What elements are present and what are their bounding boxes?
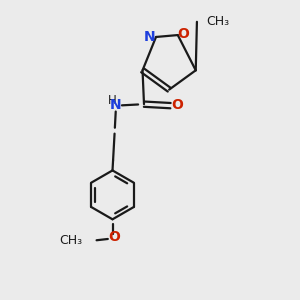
Text: O: O xyxy=(171,98,183,112)
Text: O: O xyxy=(177,27,189,41)
Text: H: H xyxy=(108,94,117,107)
Text: CH₃: CH₃ xyxy=(206,15,230,28)
Text: CH₃: CH₃ xyxy=(59,234,83,247)
Text: O: O xyxy=(108,230,120,244)
Text: N: N xyxy=(144,30,155,44)
Text: N: N xyxy=(109,98,121,112)
